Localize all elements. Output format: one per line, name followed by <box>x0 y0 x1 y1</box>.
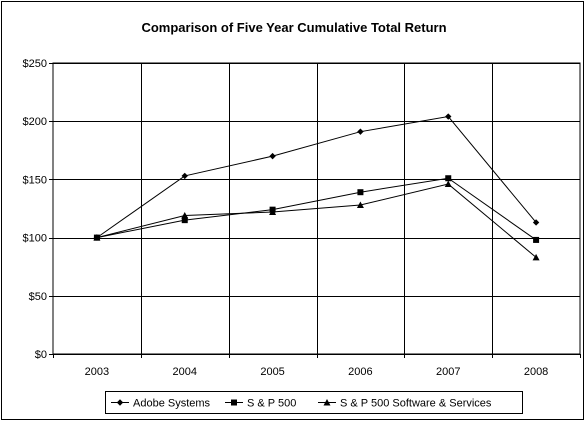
chart-title: Comparison of Five Year Cumulative Total… <box>141 20 446 35</box>
legend-marker <box>323 399 331 406</box>
y-tick-label: $100 <box>23 233 47 245</box>
legend-marker <box>231 399 237 406</box>
x-tick-label: 2008 <box>524 366 548 378</box>
legend-item: Adobe Systems <box>111 398 211 410</box>
x-tick-label: 2006 <box>348 366 372 378</box>
legend-marker <box>116 399 124 406</box>
data-point <box>532 219 540 226</box>
y-tick-label: $50 <box>29 291 47 303</box>
x-axis-ticks: 2003 2004 2005 2006 2007 2008 <box>53 354 581 378</box>
data-point <box>357 189 364 196</box>
series-0 <box>93 113 540 241</box>
legend-box <box>105 391 523 414</box>
data-point <box>445 113 452 120</box>
x-tick-label: 2004 <box>173 366 197 378</box>
data-point <box>445 175 452 182</box>
x-tick-label: 2003 <box>85 366 109 378</box>
y-tick-label: $200 <box>23 116 47 128</box>
data-point <box>444 180 452 188</box>
data-point <box>532 253 540 261</box>
series-line <box>96 183 537 258</box>
data-point <box>533 236 540 243</box>
data-point <box>269 152 276 160</box>
data-point <box>181 172 188 180</box>
plot-area-border <box>52 62 581 355</box>
legend-label: S & P 500 Software & Services <box>340 398 492 410</box>
series-line <box>96 177 537 241</box>
x-tick-label: 2005 <box>260 366 284 378</box>
series-layer <box>93 113 540 261</box>
data-point <box>181 217 188 224</box>
data-point <box>357 128 364 135</box>
legend-label: Adobe Systems <box>133 398 211 410</box>
y-tick-label: $0 <box>35 349 47 361</box>
y-tick-label: $150 <box>23 174 47 186</box>
series-line <box>96 116 537 239</box>
data-point <box>181 211 189 219</box>
legend-label: S & P 500 <box>247 398 296 410</box>
legend-item: S & P 500 <box>225 398 296 410</box>
y-axis-ticks: $0 $50 $100 $150 $200 $250 <box>23 58 53 361</box>
data-point <box>356 201 364 209</box>
legend: Adobe Systems S & P 500 S & P 500 Software… <box>105 391 523 414</box>
x-tick-label: 2007 <box>436 366 460 378</box>
series-2 <box>93 180 540 261</box>
data-point <box>269 208 277 215</box>
data-point <box>93 234 101 241</box>
legend-item: S & P 500 Software & Services <box>318 398 492 410</box>
y-tick-label: $250 <box>23 58 47 70</box>
series-1 <box>93 175 540 243</box>
